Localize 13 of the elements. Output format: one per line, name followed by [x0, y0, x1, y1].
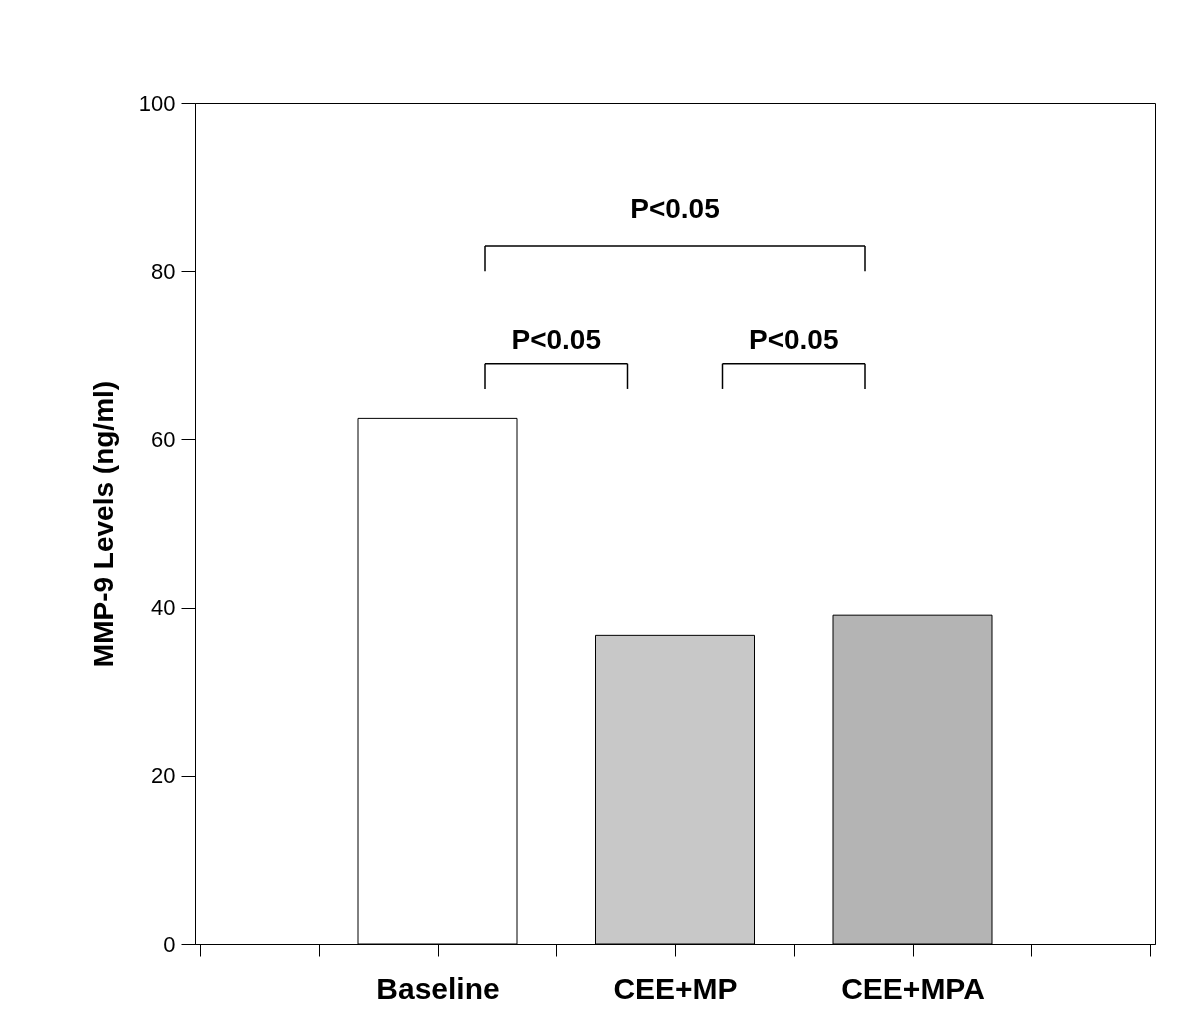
x-tick-label: Baseline — [376, 971, 500, 1005]
annotation: P<0.05 — [748, 324, 839, 356]
annotation: P<0.05 — [511, 324, 602, 356]
y-tick-label: 80 — [151, 258, 176, 284]
y-tick-label: 40 — [151, 595, 176, 621]
y-tick-label: 20 — [151, 763, 176, 789]
x-tick-label: CEE+MPA — [841, 971, 985, 1005]
x-tick-label: CEE+MP — [613, 971, 738, 1005]
y-tick-label: 60 — [151, 426, 176, 452]
y-tick-label: 0 — [163, 931, 176, 957]
annotation: P<0.05 — [630, 193, 720, 225]
y-tick-label: 100 — [138, 90, 176, 116]
y-axis-title: MMP-9 Levels (ng/ml) — [87, 380, 119, 668]
